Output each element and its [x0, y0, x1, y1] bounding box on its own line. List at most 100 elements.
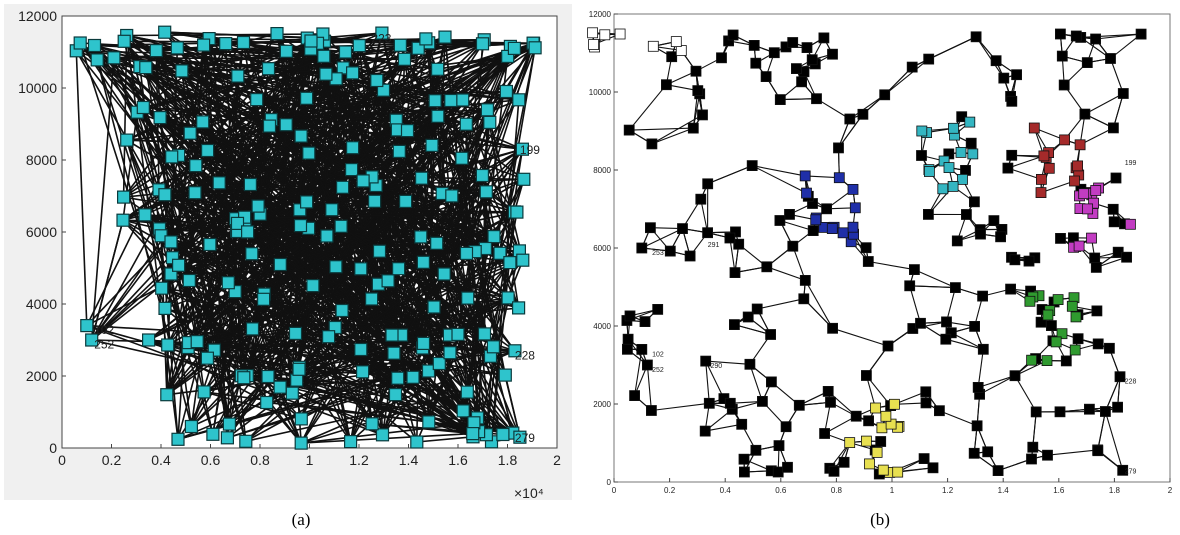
edge [804, 280, 834, 329]
edge [373, 200, 464, 412]
edge [705, 423, 742, 432]
node-marker [302, 146, 316, 160]
node-marker [624, 310, 636, 322]
node-marker [415, 171, 429, 185]
edge [393, 148, 524, 354]
node-marker [844, 437, 856, 449]
node-marker [306, 279, 320, 293]
node-marker [1070, 311, 1082, 323]
edge [96, 59, 190, 343]
node-marker [325, 203, 339, 217]
node-marker [273, 257, 287, 272]
node-marker [772, 466, 784, 478]
node-marker [279, 44, 293, 58]
node-marker [1009, 254, 1021, 266]
node-marker [818, 32, 830, 44]
edge [91, 42, 430, 341]
node-marker [304, 34, 318, 48]
x-tick-label: 1.4 [399, 452, 419, 468]
node-marker [738, 453, 750, 465]
edge [1084, 93, 1124, 115]
node-marker [431, 109, 445, 123]
node-marker [1084, 403, 1095, 415]
node-marker [916, 125, 928, 137]
node-marker [443, 346, 457, 360]
node-marker [427, 300, 441, 314]
node-marker [201, 143, 215, 158]
node-marker [419, 32, 433, 46]
edge [300, 145, 433, 420]
node-marker [744, 358, 756, 370]
node-marker [437, 267, 451, 281]
node-marker [336, 180, 350, 194]
node-marker [833, 142, 844, 154]
node-marker [730, 226, 741, 238]
node-marker [923, 208, 934, 220]
node-marker [826, 223, 838, 235]
node-marker [250, 92, 264, 107]
edge [1032, 411, 1037, 448]
edge [1014, 375, 1037, 413]
edge [300, 350, 516, 444]
node-marker [870, 402, 881, 414]
edge [349, 177, 423, 442]
node-marker [1082, 203, 1093, 215]
node-marker [475, 168, 489, 183]
node-marker [375, 428, 390, 442]
node-marker [501, 291, 515, 305]
node-marker [810, 214, 822, 226]
edge [194, 40, 312, 194]
edge [1040, 180, 1075, 194]
node-marker [200, 351, 214, 365]
panel-b-ticks: 0 0.2 0.4 0.6 0.8 1 1.2 1.4 1.6 1.8 2 0 2000 4000 6000… [589, 10, 1173, 495]
edge [1079, 127, 1114, 146]
node-marker [317, 49, 331, 63]
node-marker [1112, 401, 1123, 413]
node-marker [300, 195, 314, 209]
node-label: 291 [708, 242, 720, 249]
node-marker [1052, 294, 1064, 306]
node-marker [960, 164, 971, 176]
caption-b: (b) [870, 510, 890, 529]
edge [939, 410, 978, 427]
node-marker [352, 38, 366, 53]
edge [308, 152, 467, 255]
node-marker [155, 281, 169, 295]
node-label: 102 [652, 351, 664, 358]
node-marker [399, 194, 413, 208]
node-marker [1005, 283, 1016, 295]
node-marker [1050, 336, 1062, 348]
edge [75, 50, 88, 326]
node-marker [171, 432, 185, 446]
node-marker [757, 395, 768, 407]
node-marker [879, 89, 891, 101]
node-marker [766, 376, 777, 388]
node-marker [432, 356, 446, 371]
edge [96, 59, 193, 427]
node-marker [190, 335, 204, 349]
node-marker [920, 397, 932, 409]
node-marker [197, 385, 211, 399]
x-tick-label: 1.8 [1109, 486, 1121, 495]
node-marker [158, 188, 172, 202]
edge [700, 199, 709, 233]
node-marker [372, 244, 387, 258]
edge [780, 98, 817, 101]
node-marker [703, 397, 715, 409]
node-marker [765, 329, 776, 340]
node-marker [1059, 134, 1070, 146]
node-marker [955, 146, 967, 158]
node-marker [988, 215, 1000, 227]
node-label: 279 [515, 431, 535, 445]
node-marker [376, 83, 391, 97]
x-tick-label: 1.2 [349, 452, 369, 468]
node-marker [861, 370, 872, 381]
node-marker [969, 320, 980, 332]
node-marker [1108, 216, 1120, 228]
edge [298, 334, 393, 371]
node-marker [1070, 30, 1082, 42]
x-tick-label: 1.6 [448, 452, 468, 468]
node-marker [1056, 328, 1068, 340]
node-marker [160, 388, 174, 402]
node-marker [909, 264, 920, 276]
